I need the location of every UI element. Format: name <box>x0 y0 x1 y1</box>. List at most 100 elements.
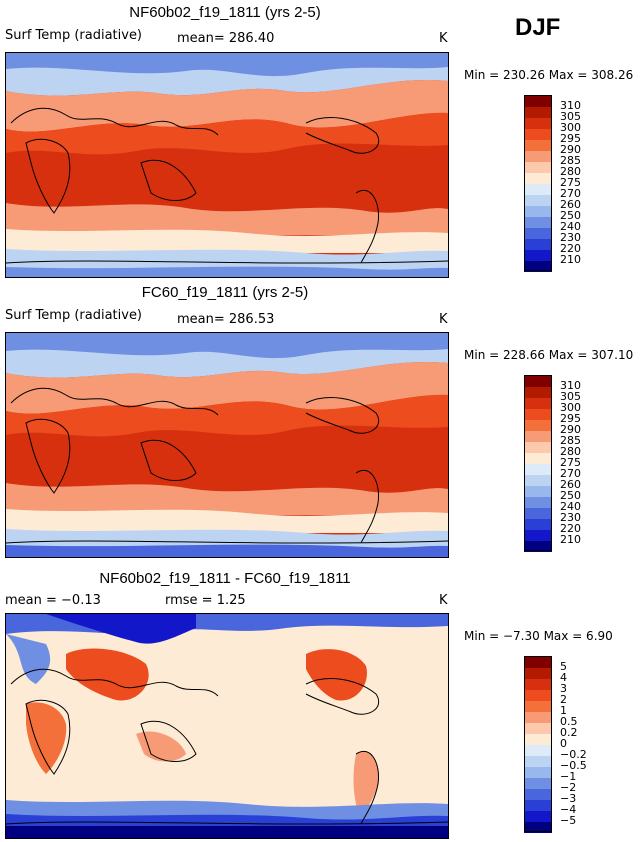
panel1-units: K <box>439 31 448 46</box>
legend-color-cell <box>524 744 552 756</box>
legend-color-cell <box>524 474 552 486</box>
legend-color-cell <box>524 766 552 778</box>
legend-color-cell <box>524 172 552 184</box>
legend-tick-label: 0.2 <box>560 726 578 739</box>
panel2-mean-label: mean= 286.53 <box>177 312 275 327</box>
panel3-units: K <box>439 593 448 608</box>
panel2-variable-label: Surf Temp (radiative) <box>5 308 143 323</box>
africa-warm <box>26 702 67 774</box>
legend-tick-label: 280 <box>560 165 581 178</box>
legend-tick-label: 260 <box>560 478 581 491</box>
legend-tick-label: 275 <box>560 176 581 189</box>
north-america-warm <box>306 649 367 701</box>
panel2-legend-frame <box>524 375 552 551</box>
legend-tick-label: 210 <box>560 533 581 546</box>
legend-tick-label: 210 <box>560 253 581 266</box>
south-mid-band <box>6 203 448 235</box>
antarctic-cold-band <box>6 544 448 557</box>
legend-tick-label: 280 <box>560 445 581 458</box>
legend-color-cell <box>524 95 552 107</box>
legend-color-cell <box>524 161 552 173</box>
coastlines <box>6 668 448 825</box>
legend-tick-label: 0 <box>560 737 567 750</box>
legend-color-cell <box>524 755 552 767</box>
siberia-cold <box>46 614 196 644</box>
legend-color-cell <box>524 238 552 250</box>
panel3-mean-label: mean = −0.13 <box>5 593 101 608</box>
legend-color-cell <box>524 821 552 833</box>
panel1-legend: 310 305 300 295 290 285 280 275 270 260 250 240 230 2… <box>524 95 581 272</box>
legend-color-cell <box>524 419 552 431</box>
legend-tick-label: 305 <box>560 110 581 123</box>
south-mid-band <box>6 483 448 515</box>
legend-color-cell <box>524 667 552 679</box>
north-mid-band <box>6 79 448 132</box>
legend-tick-label: 310 <box>560 379 581 392</box>
panel3-min-max: Min = −7.30 Max = 6.90 <box>464 629 613 643</box>
europe-cool <box>6 634 51 684</box>
legend-color-cell <box>524 430 552 442</box>
panel1-variable-label: Surf Temp (radiative) <box>5 28 143 43</box>
panel3-map <box>5 613 449 839</box>
legend-color-cell <box>524 656 552 668</box>
legend-color-cell <box>524 441 552 453</box>
south-temperate-band <box>6 509 448 533</box>
legend-tick-label: 270 <box>560 187 581 200</box>
legend-tick-label: −3 <box>560 792 577 805</box>
legend-color-cell <box>524 799 552 811</box>
legend-color-cell <box>524 788 552 800</box>
legend-color-cell <box>524 540 552 552</box>
legend-color-cell <box>524 205 552 217</box>
legend-tick-label: −4 <box>560 803 577 816</box>
legend-tick-label: −0.2 <box>560 748 587 761</box>
legend-color-cell <box>524 397 552 409</box>
legend-color-cell <box>524 106 552 118</box>
legend-color-cell <box>524 452 552 464</box>
legend-color-cell <box>524 700 552 712</box>
legend-color-cell <box>524 689 552 701</box>
legend-tick-label: 290 <box>560 143 581 156</box>
legend-color-cell <box>524 777 552 789</box>
legend-tick-label: 3 <box>560 682 567 695</box>
legend-color-cell <box>524 249 552 261</box>
antarctic-cold-band <box>6 266 448 277</box>
legend-tick-label: 295 <box>560 412 581 425</box>
legend-color-cell <box>524 711 552 723</box>
season-label: DJF <box>515 14 561 41</box>
legend-tick-label: −1 <box>560 770 577 783</box>
legend-tick-label: 270 <box>560 467 581 480</box>
legend-tick-label: 220 <box>560 242 581 255</box>
legend-color-cell <box>524 139 552 151</box>
legend-tick-label: 240 <box>560 500 581 513</box>
legend-tick-label: 275 <box>560 456 581 469</box>
panel1-map-svg <box>6 53 448 277</box>
panel2-map-svg <box>6 333 448 557</box>
legend-color-cell <box>524 518 552 530</box>
panel1-mean-label: mean= 286.40 <box>177 31 275 46</box>
legend-color-cell <box>524 810 552 822</box>
legend-tick-label: 300 <box>560 401 581 414</box>
legend-tick-label: 2 <box>560 693 567 706</box>
legend-color-cell <box>524 722 552 734</box>
legend-tick-label: 260 <box>560 198 581 211</box>
north-warm-band <box>6 394 448 437</box>
legend-tick-label: −5 <box>560 814 577 827</box>
legend-tick-label: 250 <box>560 489 581 502</box>
legend-color-cell <box>524 463 552 475</box>
legend-tick-label: 230 <box>560 231 581 244</box>
panel1-min-max: Min = 230.26 Max = 308.26 <box>464 68 634 82</box>
north-cold-band <box>6 53 448 77</box>
legend-color-cell <box>524 529 552 541</box>
south-america-warm <box>353 751 379 819</box>
legend-color-cell <box>524 227 552 239</box>
antarctic-coldest <box>6 826 448 838</box>
legend-tick-label: 240 <box>560 220 581 233</box>
panel3-legend: 5 4 3 2 1 0.5 0.2 0 −0.2 −0.5 −1 −2 −3 −4 −5 <box>524 656 587 833</box>
panel1-title: NF60b02_f19_1811 (yrs 2-5) <box>129 4 321 21</box>
legend-tick-label: −2 <box>560 781 577 794</box>
legend-color-cell <box>524 260 552 272</box>
legend-tick-label: 285 <box>560 154 581 167</box>
legend-color-cell <box>524 128 552 140</box>
panel3-title: NF60b02_f19_1811 - FC60_f19_1811 <box>99 570 351 587</box>
panel2-title: FC60_f19_1811 (yrs 2-5) <box>141 284 309 301</box>
